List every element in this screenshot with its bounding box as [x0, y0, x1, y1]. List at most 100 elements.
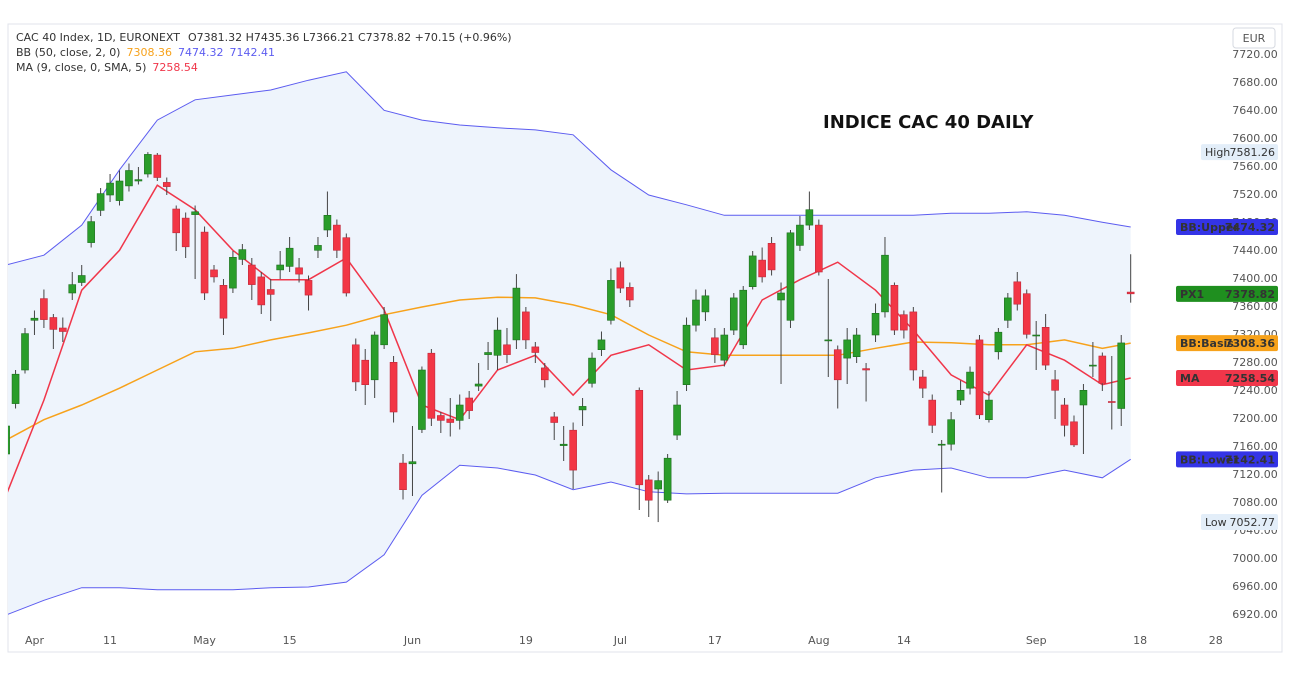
candle-body — [777, 292, 785, 301]
candle-body — [1004, 297, 1012, 321]
y-tick-label: 6920.00 — [1232, 608, 1278, 621]
candle-body — [465, 397, 473, 411]
candle-body — [446, 418, 455, 423]
candle-body — [682, 324, 691, 386]
candle-body — [437, 415, 445, 421]
price-tag-name: BB:Upper — [1180, 221, 1239, 234]
candle-body — [427, 352, 436, 419]
candle-body — [881, 254, 889, 313]
candle-body — [389, 362, 398, 413]
candle-body — [474, 383, 483, 387]
candle-body — [928, 399, 937, 426]
y-tick-label: 7640.00 — [1232, 104, 1278, 117]
candle-body — [49, 317, 58, 330]
y-tick-label: 7440.00 — [1232, 244, 1278, 257]
y-tick-label: 7400.00 — [1232, 272, 1278, 285]
candle-body — [1117, 342, 1126, 409]
candle-body — [626, 287, 634, 301]
candle-body — [833, 349, 842, 381]
candle-body — [314, 245, 322, 251]
candle-body — [1070, 421, 1078, 446]
candle-body — [616, 267, 625, 289]
y-tick-label: 7360.00 — [1232, 300, 1278, 313]
candle-body — [985, 399, 993, 421]
price-tag-value: 7142.41 — [1225, 453, 1275, 466]
candle-body — [559, 443, 568, 446]
price-tag-box — [1201, 514, 1278, 531]
candle-body — [673, 404, 681, 436]
candle-body — [909, 311, 918, 371]
currency-box[interactable] — [1232, 27, 1276, 49]
indicator-label: BB (50, close, 2, 0) — [16, 46, 120, 59]
y-tick-label: 7000.00 — [1232, 552, 1278, 565]
candle-body — [550, 416, 559, 423]
currency[interactable]: EUR — [1243, 32, 1266, 45]
candle-body — [843, 339, 851, 359]
candle-body — [257, 276, 266, 306]
price-tag-box — [1176, 335, 1278, 352]
candle-body — [786, 232, 795, 321]
x-tick-label: May — [193, 634, 216, 647]
candle-body — [1022, 293, 1031, 335]
candle-body — [144, 154, 152, 175]
legend-indicator: BB (50, close, 2, 0) 7308.36 7474.32 7142.4… — [16, 46, 275, 59]
candle-body — [635, 390, 644, 486]
ohlc: O7381.32 H7435.36 L7366.21 C7378.82 +70.… — [188, 31, 512, 44]
candle-body — [484, 352, 492, 355]
y-tick-label: 7200.00 — [1232, 412, 1278, 425]
price-tag-name: BB:Lower — [1180, 453, 1239, 466]
candle-body — [115, 180, 124, 201]
candle-body — [871, 313, 880, 336]
price-tag-value: 7052.77 — [1230, 516, 1276, 529]
legend-symbol: CAC 40 Index, 1D, EURONEXT O7381.32 H7435… — [16, 31, 512, 44]
x-tick-label: Aug — [808, 634, 829, 647]
y-tick-label: 7080.00 — [1232, 496, 1278, 509]
candle-body — [181, 217, 190, 248]
candle-body — [937, 443, 946, 446]
candle-body — [210, 269, 218, 278]
candle-body — [739, 289, 748, 346]
price-tag-name: BB:Basis — [1180, 337, 1234, 350]
candle-body — [654, 480, 662, 490]
candle-body — [276, 264, 284, 271]
candle-body — [323, 215, 332, 231]
candle-body — [692, 299, 700, 326]
candle-body — [248, 264, 256, 285]
candle-body — [531, 346, 540, 353]
candle-body — [796, 224, 804, 246]
candle-body — [418, 369, 426, 430]
y-tick-label: 7600.00 — [1232, 132, 1278, 145]
candle-body — [503, 344, 511, 355]
legend-indicator: MA (9, close, 0, SMA, 5) 7258.54 — [16, 61, 198, 74]
x-tick-label: 19 — [519, 634, 533, 647]
candle-body — [1032, 334, 1040, 337]
candle-body — [748, 255, 757, 288]
candle-body — [578, 406, 587, 411]
candle-body — [767, 243, 776, 271]
x-tick-label: 11 — [103, 634, 117, 647]
price-tag-name: MA — [1180, 372, 1200, 385]
candle-body — [1060, 404, 1069, 426]
chart-title: INDICE CAC 40 DAILY — [823, 112, 1034, 133]
price-tag-name: High — [1205, 146, 1230, 159]
candle-body — [304, 280, 313, 296]
candle-body — [994, 331, 1003, 353]
candle-body — [342, 237, 351, 294]
x-tick-label: 14 — [897, 634, 911, 647]
y-tick-label: 7240.00 — [1232, 384, 1278, 397]
price-tag-value: 7308.36 — [1225, 337, 1275, 350]
y-tick-label: 7160.00 — [1232, 440, 1278, 453]
symbol: CAC 40 Index, 1D, EURONEXT — [16, 31, 180, 44]
candle-body — [522, 311, 530, 341]
candle-body — [815, 224, 823, 273]
candle-body — [1126, 291, 1135, 295]
candle-body — [219, 285, 228, 319]
candle-body — [200, 231, 209, 294]
candle-body — [21, 333, 29, 371]
candle-body — [569, 429, 577, 471]
x-tick-label: 15 — [283, 634, 297, 647]
price-tag-value: 7581.26 — [1230, 146, 1276, 159]
y-tick-label: 7680.00 — [1232, 76, 1278, 89]
candle-body — [1041, 327, 1050, 366]
